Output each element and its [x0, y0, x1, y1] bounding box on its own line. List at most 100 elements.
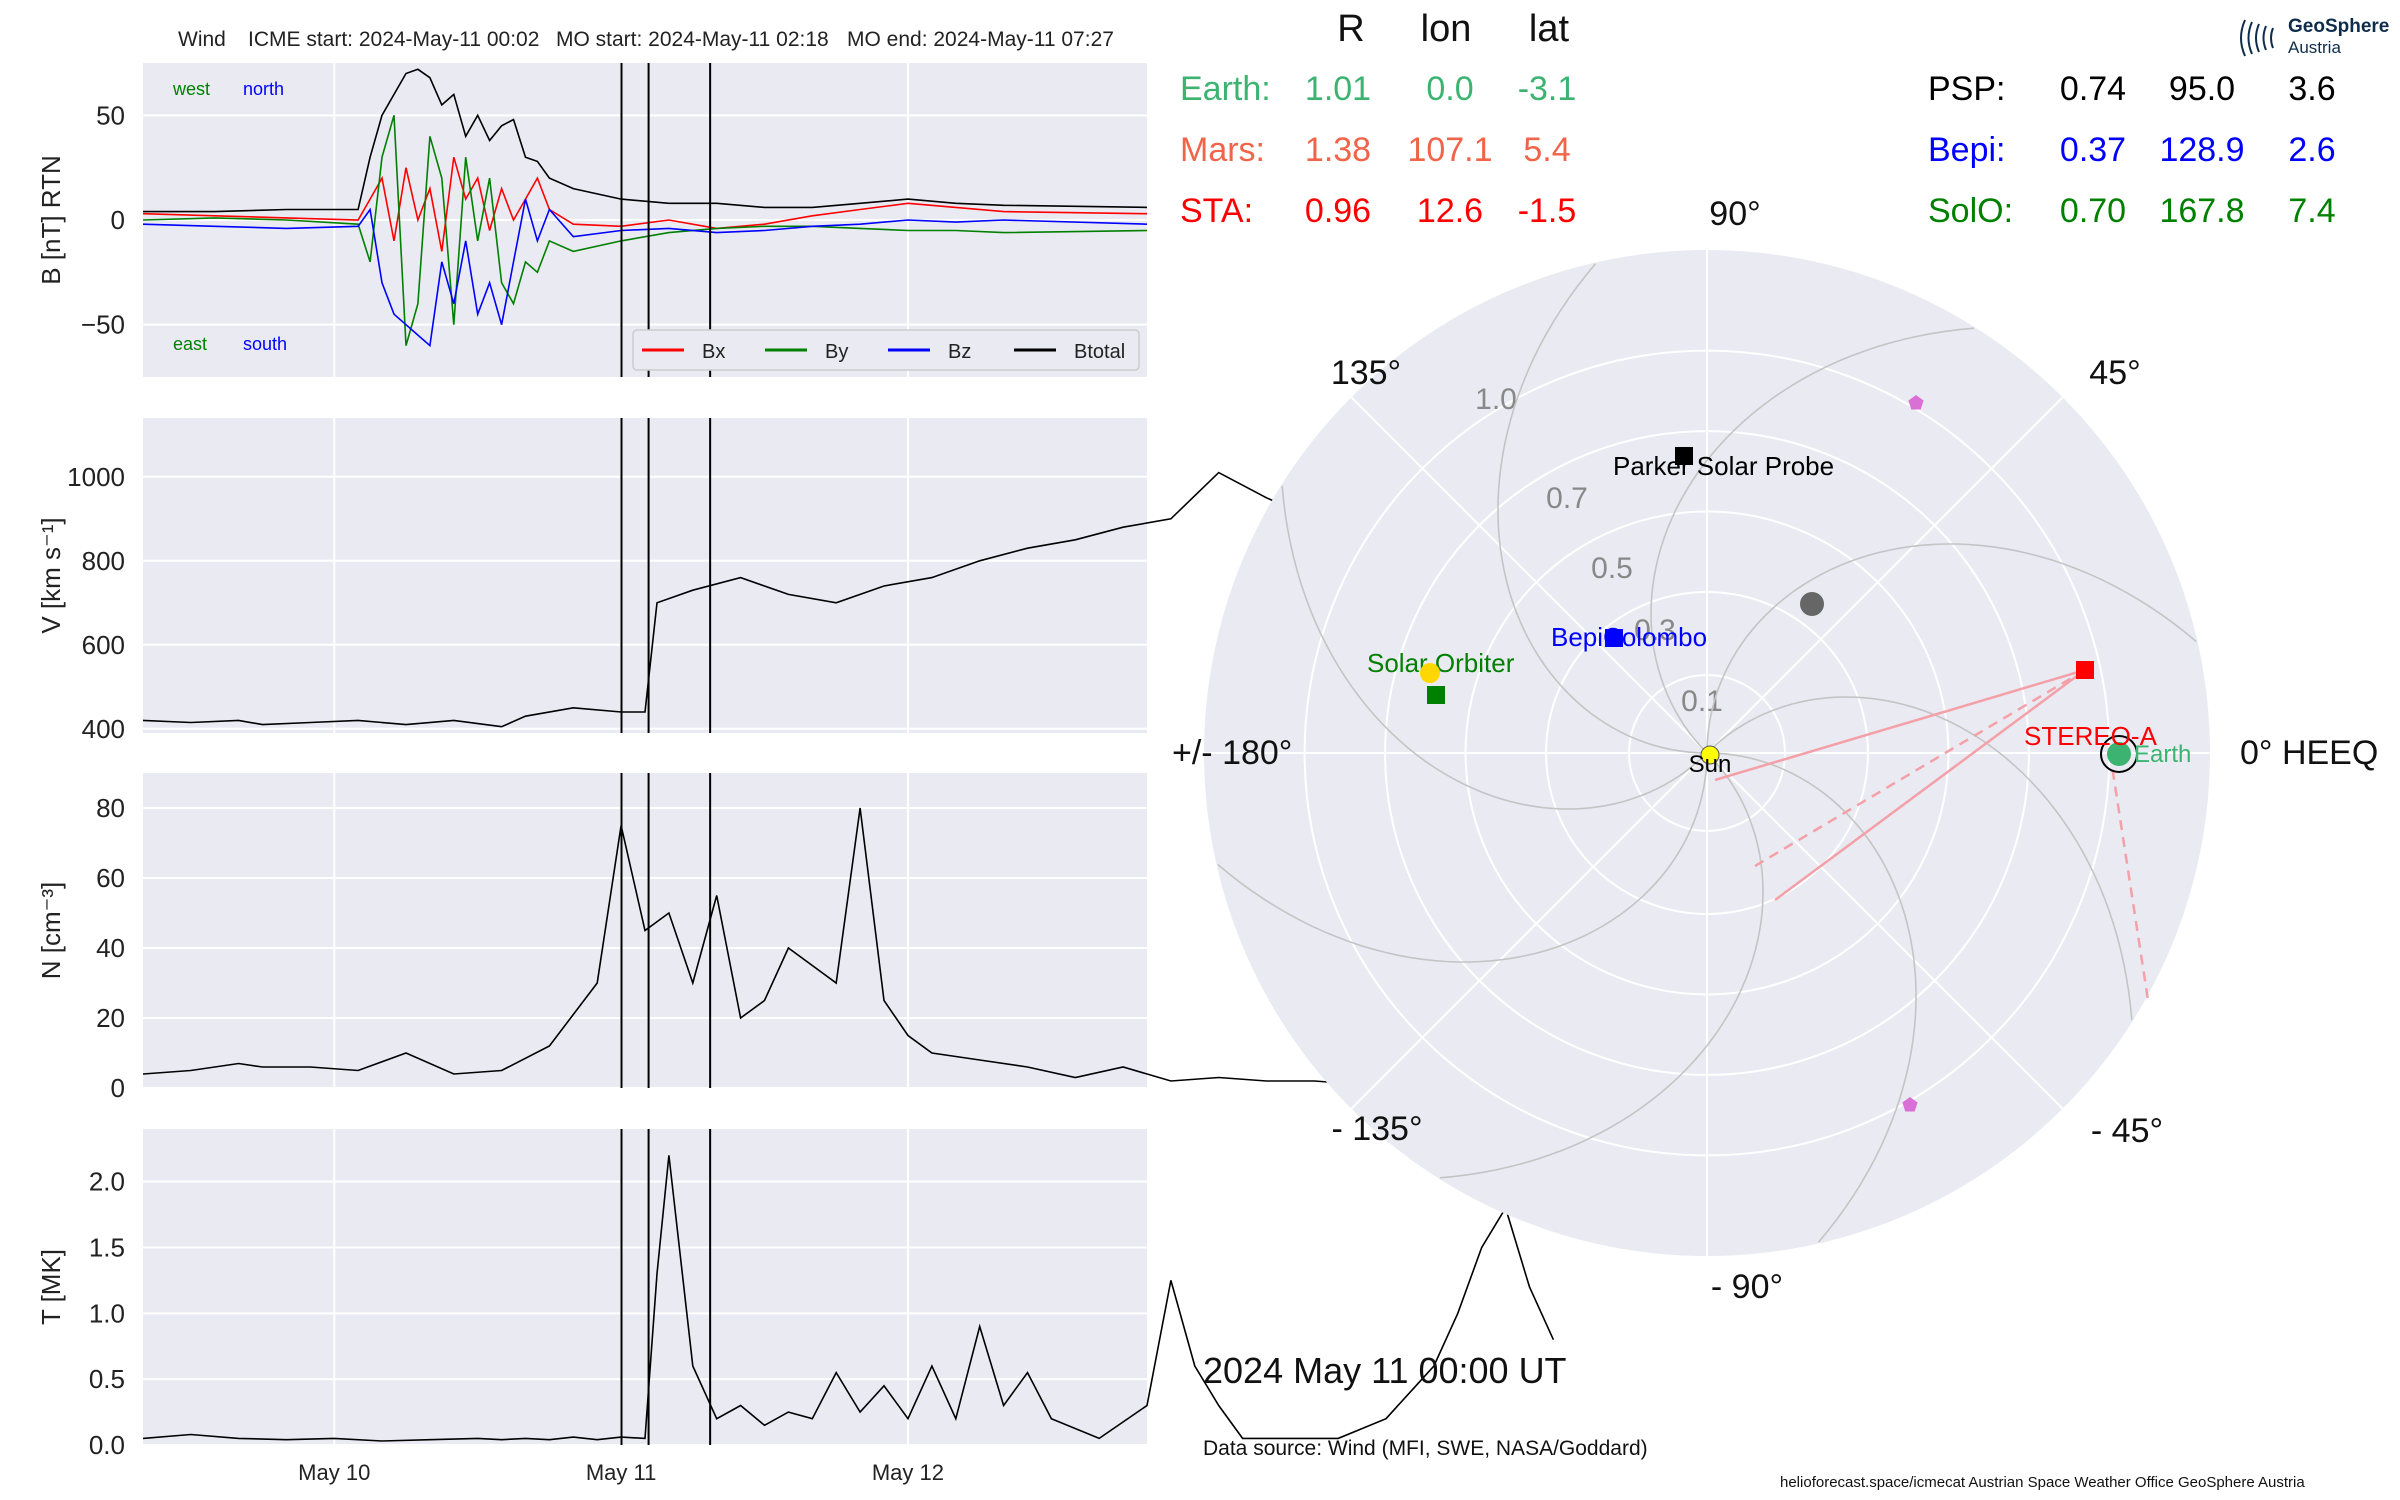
row-r: 0.74	[2059, 70, 2127, 108]
spiral-line	[1706, 543, 2197, 754]
row-name: PSP:	[1928, 70, 2006, 108]
legend-label-by: By	[825, 341, 848, 363]
table-header-R: R	[1337, 8, 1365, 50]
body-solar-orbiter: Solar Orbiter	[1367, 648, 1515, 704]
row-lat: 3.6	[2288, 70, 2336, 108]
row-name: Mars:	[1180, 131, 1265, 169]
body-unnamed-9	[1902, 1097, 1918, 1112]
series-line-bx	[142, 156, 1148, 252]
y-tick-label: 1000	[67, 462, 125, 492]
y-axis-label: N [cm⁻³]	[36, 882, 66, 980]
heliosphere-polar-map: 0.1 0.30.5 0.7 1.0 0° HEEQ 45° 90° 135° +/- 180°…	[1172, 195, 2378, 1306]
y-tick-label: 60	[96, 863, 125, 893]
row-r: 0.96	[1304, 192, 1372, 230]
header-spacecraft: Wind	[178, 28, 226, 51]
row-name: Bepi:	[1928, 131, 2006, 169]
angle-label: 0° HEEQ	[2240, 734, 2378, 772]
row-name: STA:	[1180, 192, 1254, 230]
y-axis-label: T [MK]	[36, 1249, 66, 1325]
legend-label-btotal: Btotal	[1074, 341, 1125, 363]
body-unnamed-7	[1420, 663, 1440, 683]
angle-label: 135°	[1331, 354, 1401, 392]
row-r: 1.01	[1304, 70, 1372, 108]
body-unnamed-8	[1908, 395, 1924, 410]
spiral-line	[1281, 485, 1708, 810]
body-label-earth: Earth	[2134, 741, 2191, 768]
row-lon: 167.8	[2159, 192, 2245, 230]
y-tick-label: 80	[96, 793, 125, 823]
spiral-line	[1650, 327, 1975, 754]
panel-background	[143, 1129, 1147, 1445]
marker-square	[1675, 447, 1693, 465]
y-axis-label: B [nT] RTN	[36, 155, 66, 285]
table-header-lat: lat	[1528, 8, 1570, 50]
angle-spoke	[1706, 752, 2064, 1110]
credits-footer: helioforecast.space/icmecat Austrian Spa…	[1780, 1474, 2305, 1491]
series-line-n	[142, 807, 1554, 1086]
y-tick-label: 600	[82, 630, 125, 660]
y-tick-label: 0	[111, 205, 125, 235]
annotation-east: east	[173, 334, 207, 354]
row-lon: 95.0	[2168, 70, 2236, 108]
series-line-bz	[142, 198, 1148, 348]
y-tick-label: 1.5	[89, 1233, 125, 1263]
row-r: 0.70	[2059, 192, 2127, 230]
row-lon: 12.6	[1416, 192, 1484, 230]
y-tick-label: 0.5	[89, 1364, 125, 1394]
marker-square	[1427, 686, 1445, 704]
body-sun: Sun	[1689, 745, 1732, 778]
annotation-south: south	[243, 334, 287, 354]
y-tick-label: 800	[82, 546, 125, 576]
earth-orbit-ring	[2100, 735, 2138, 773]
marker-square	[2076, 661, 2094, 679]
angle-label: - 90°	[1711, 1268, 1783, 1306]
panel-temperature: 0.0 0.5 1.0 1.5 2.0 T [MK]	[36, 1129, 1555, 1460]
angle-label: - 135°	[1331, 1110, 1422, 1148]
radial-label: 0.7	[1546, 482, 1588, 515]
body-label-sun: Sun	[1689, 751, 1732, 778]
y-tick-label: 20	[96, 1003, 125, 1033]
table-header-lon: lon	[1420, 8, 1472, 50]
angle-label: +/- 180°	[1172, 734, 1292, 772]
body-label-bepicolombo: BepiColombo	[1551, 622, 1707, 652]
y-tick-label: 0	[111, 1073, 125, 1103]
row-name: Earth:	[1180, 70, 1271, 108]
marker-circle	[1800, 592, 1824, 616]
header-mo-end: MO end: 2024-May-11 07:27	[847, 28, 1114, 51]
radial-label: 0.1	[1681, 685, 1723, 718]
panel-magnetic-field: −50 0 50 B [nT] RTN	[36, 63, 1148, 377]
angle-label: - 45°	[2091, 1112, 2163, 1150]
marker-circle	[2107, 742, 2131, 766]
spiral-line	[1497, 263, 1708, 754]
legend-label-bx: Bx	[702, 341, 725, 363]
stereo-a-fov	[1714, 668, 2150, 1001]
marker-pentagon	[1902, 1097, 1918, 1112]
body-label-parker-solar-probe: Parker Solar Probe	[1613, 451, 1834, 481]
fov-line	[1774, 668, 2086, 902]
x-tick-label: May 10	[298, 1460, 370, 1485]
y-tick-label: 2.0	[89, 1167, 125, 1197]
panel-density: 0 20 40 60 80 N [cm⁻³]	[36, 773, 1554, 1103]
angle-spoke	[1350, 396, 1708, 754]
y-tick-label: 1.0	[89, 1298, 125, 1328]
radial-label: 1.0	[1475, 383, 1517, 416]
legend: Bx By Bz Btotal	[632, 329, 1140, 371]
logo-line1: GeoSphere	[2288, 16, 2390, 37]
body-earth: Earth	[2100, 735, 2191, 773]
legend-box	[632, 329, 1140, 371]
row-lon: 128.9	[2159, 131, 2245, 169]
radial-label: 0.3	[1634, 614, 1676, 647]
geosphere-logo	[2235, 14, 2285, 67]
annotation-north: north	[243, 79, 284, 99]
spiral-line	[1439, 752, 1764, 1179]
x-tick-label: May 12	[872, 1460, 944, 1485]
body-unnamed-6	[1800, 592, 1824, 616]
row-lat: -1.5	[1517, 192, 1577, 230]
row-r: 1.38	[1304, 131, 1372, 169]
fov-line	[1714, 668, 2086, 782]
data-source-note: Data source: Wind (MFI, SWE, NASA/Goddar…	[1203, 1437, 1648, 1460]
parker-spirals	[1217, 263, 2197, 1243]
